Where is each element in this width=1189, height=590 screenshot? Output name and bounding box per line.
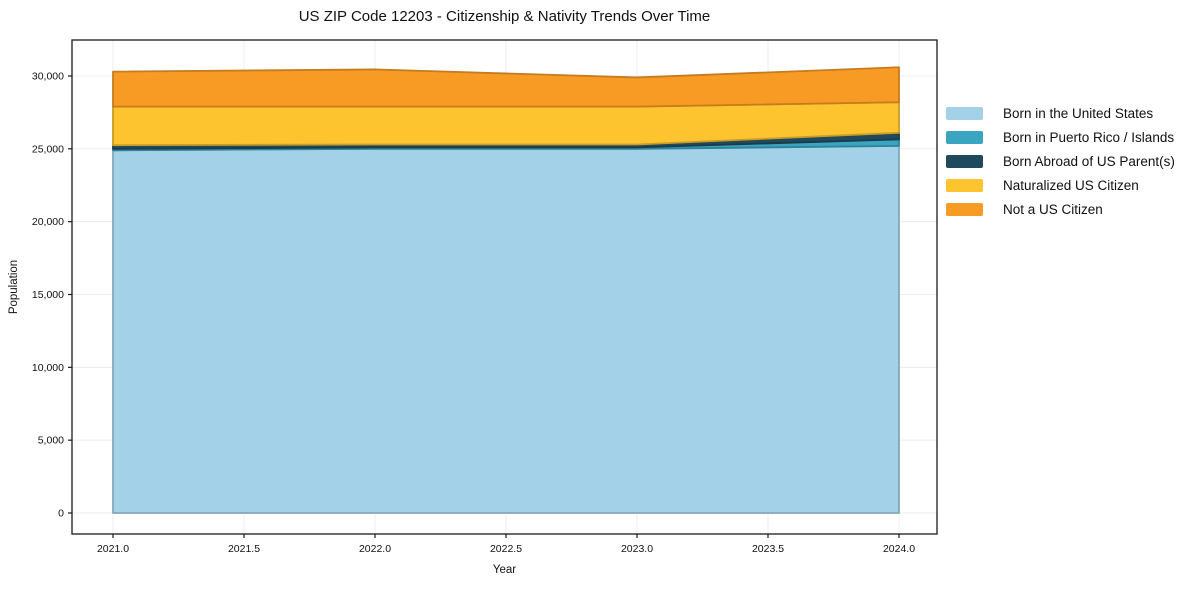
legend-swatch xyxy=(946,155,983,168)
legend-swatch xyxy=(946,203,983,216)
y-tick-label: 10,000 xyxy=(32,362,64,374)
legend: Born in the United States Born in Puerto … xyxy=(946,107,1175,216)
x-tick-label: 2024.0 xyxy=(883,543,915,555)
x-tick-label: 2021.5 xyxy=(228,543,260,555)
x-tick-label: 2023.5 xyxy=(752,543,784,555)
area-born-in-the-united-states xyxy=(112,145,900,514)
y-axis-label: Population xyxy=(8,260,20,314)
axis-ticks: 0 5,000 10,000 15,000 20,000 25,000 30,000 2021… xyxy=(32,71,915,556)
area-naturalized-us-citizen xyxy=(112,101,900,147)
legend-label: Not a US Citizen xyxy=(1003,202,1103,217)
legend-item-born-in-the-united-states: Born in the United States xyxy=(946,107,1175,120)
chart-title: US ZIP Code 12203 - Citizenship & Nativi… xyxy=(298,8,711,25)
area-series-group xyxy=(112,66,900,514)
y-tick-label: 0 xyxy=(58,508,64,520)
legend-label: Naturalized US Citizen xyxy=(1003,178,1139,193)
legend-item-born-in-puerto-rico-islands: Born in Puerto Rico / Islands xyxy=(946,131,1175,144)
x-tick-label: 2022.5 xyxy=(490,543,522,555)
x-axis-label: Year xyxy=(493,564,516,576)
plot-border xyxy=(71,39,938,535)
x-tick-label: 2022.0 xyxy=(359,543,391,555)
y-tick-label: 20,000 xyxy=(32,216,64,228)
legend-item-naturalized-us-citizen: Naturalized US Citizen xyxy=(946,179,1175,192)
legend-item-not-a-us-citizen: Not a US Citizen xyxy=(946,203,1175,216)
x-tick-label: 2021.0 xyxy=(97,543,129,555)
legend-swatch xyxy=(946,131,983,144)
legend-label: Born Abroad of US Parent(s) xyxy=(1003,154,1175,169)
y-tick-label: 15,000 xyxy=(32,289,64,301)
legend-label: Born in Puerto Rico / Islands xyxy=(1003,130,1175,145)
x-tick-label: 2023.0 xyxy=(621,543,653,555)
y-tick-label: 30,000 xyxy=(32,71,64,83)
legend-label: Born in the United States xyxy=(1003,106,1154,121)
legend-item-born-abroad-of-us-parent-s: Born Abroad of US Parent(s) xyxy=(946,155,1175,168)
y-tick-label: 5,000 xyxy=(38,435,64,447)
legend-swatch xyxy=(946,107,983,120)
legend-swatch xyxy=(946,179,983,192)
area-not-a-us-citizen xyxy=(112,66,900,108)
y-tick-label: 25,000 xyxy=(32,143,64,155)
